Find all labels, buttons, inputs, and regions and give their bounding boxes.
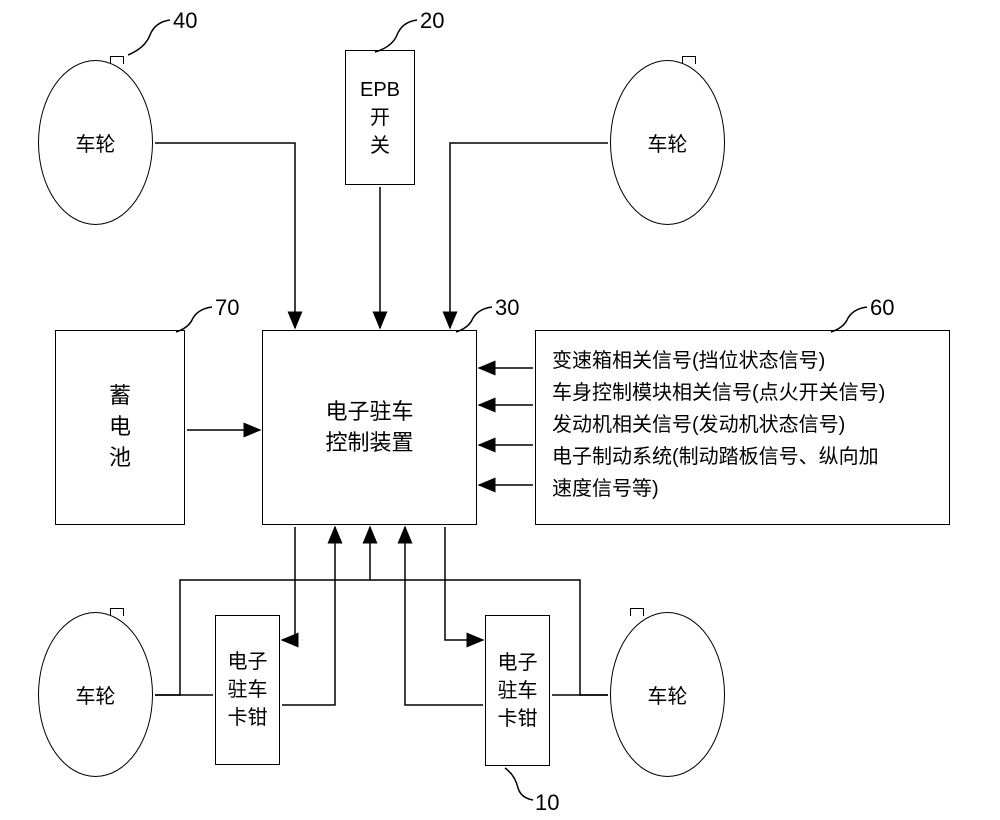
battery-box: 蓄 电 池 [55,330,185,525]
caliper-right-box: 电子 驻车 卡钳 [485,615,550,766]
signals-box: 变速箱相关信号(挡位状态信号) 车身控制模块相关信号(点火开关信号) 发动机相关… [535,330,950,525]
wheel-br-label: 车轮 [648,680,688,709]
controller-label: 电子驻车 控制装置 [325,397,413,459]
wheel-bottom-left: 车轮 [38,612,153,777]
label-40: 40 [173,8,197,34]
wheel-br-tick [630,608,644,616]
wheel-top-left: 车轮 [38,60,153,225]
wheel-tl-label: 车轮 [76,128,116,157]
signal-line-4: 电子制动系统(制动踏板信号、纵向加 [552,441,933,473]
controller-box: 电子驻车 控制装置 [262,330,477,525]
signal-line-2: 车身控制模块相关信号(点火开关信号) [552,377,933,409]
signal-line-1: 变速箱相关信号(挡位状态信号) [552,345,933,377]
wheel-tr-label: 车轮 [648,128,688,157]
label-70: 70 [215,295,239,321]
label-10: 10 [535,790,559,816]
wheel-bl-tick [110,608,124,616]
signal-line-3: 发动机相关信号(发动机状态信号) [552,409,933,441]
wheel-tr-tick [682,56,696,64]
label-30: 30 [495,295,519,321]
caliper-right-label: 电子 驻车 卡钳 [498,649,538,733]
battery-label: 蓄 电 池 [109,381,131,473]
epb-switch-label: EPB 开 关 [360,76,400,160]
wheel-tl-tick [110,56,124,64]
caliper-left-box: 电子 驻车 卡钳 [215,615,280,765]
label-60: 60 [870,295,894,321]
wheel-top-right: 车轮 [610,60,725,225]
signal-line-5: 速度信号等) [552,473,933,505]
wheel-bl-label: 车轮 [76,680,116,709]
wheel-bottom-right: 车轮 [610,612,725,777]
epb-switch-box: EPB 开 关 [345,50,415,185]
caliper-left-label: 电子 驻车 卡钳 [228,648,268,732]
label-20: 20 [420,8,444,34]
